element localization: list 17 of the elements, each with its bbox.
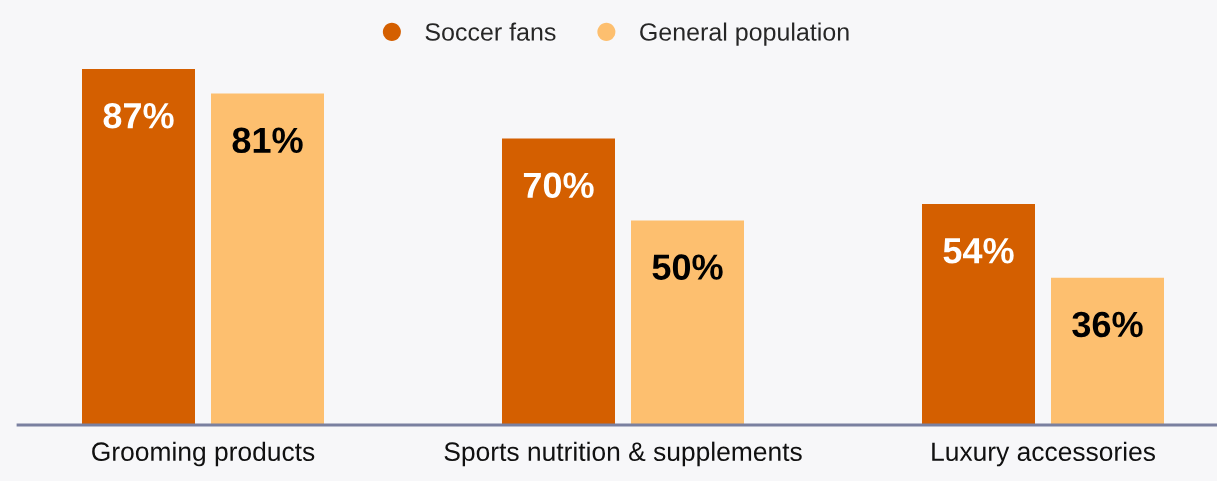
data-label: 50% [652,254,723,280]
bar [631,220,744,425]
x-tick-label: Luxury accessories [932,441,1155,467]
legend-label: Soccer fans [425,22,556,41]
data-label: 54% [943,238,1014,264]
data-label: 70% [523,172,594,199]
bar [922,204,1035,425]
bar [82,69,195,425]
bar [502,138,615,425]
x-tick-label: Sports nutrition & supplements [444,441,802,467]
data-label: 36% [1072,311,1143,338]
legend-label: General population [640,22,849,46]
data-label: 87% [103,102,174,129]
bar [1051,277,1164,425]
x-tick-label: Grooming products [92,441,315,467]
data-label: 81% [232,127,303,154]
bar [211,93,324,425]
